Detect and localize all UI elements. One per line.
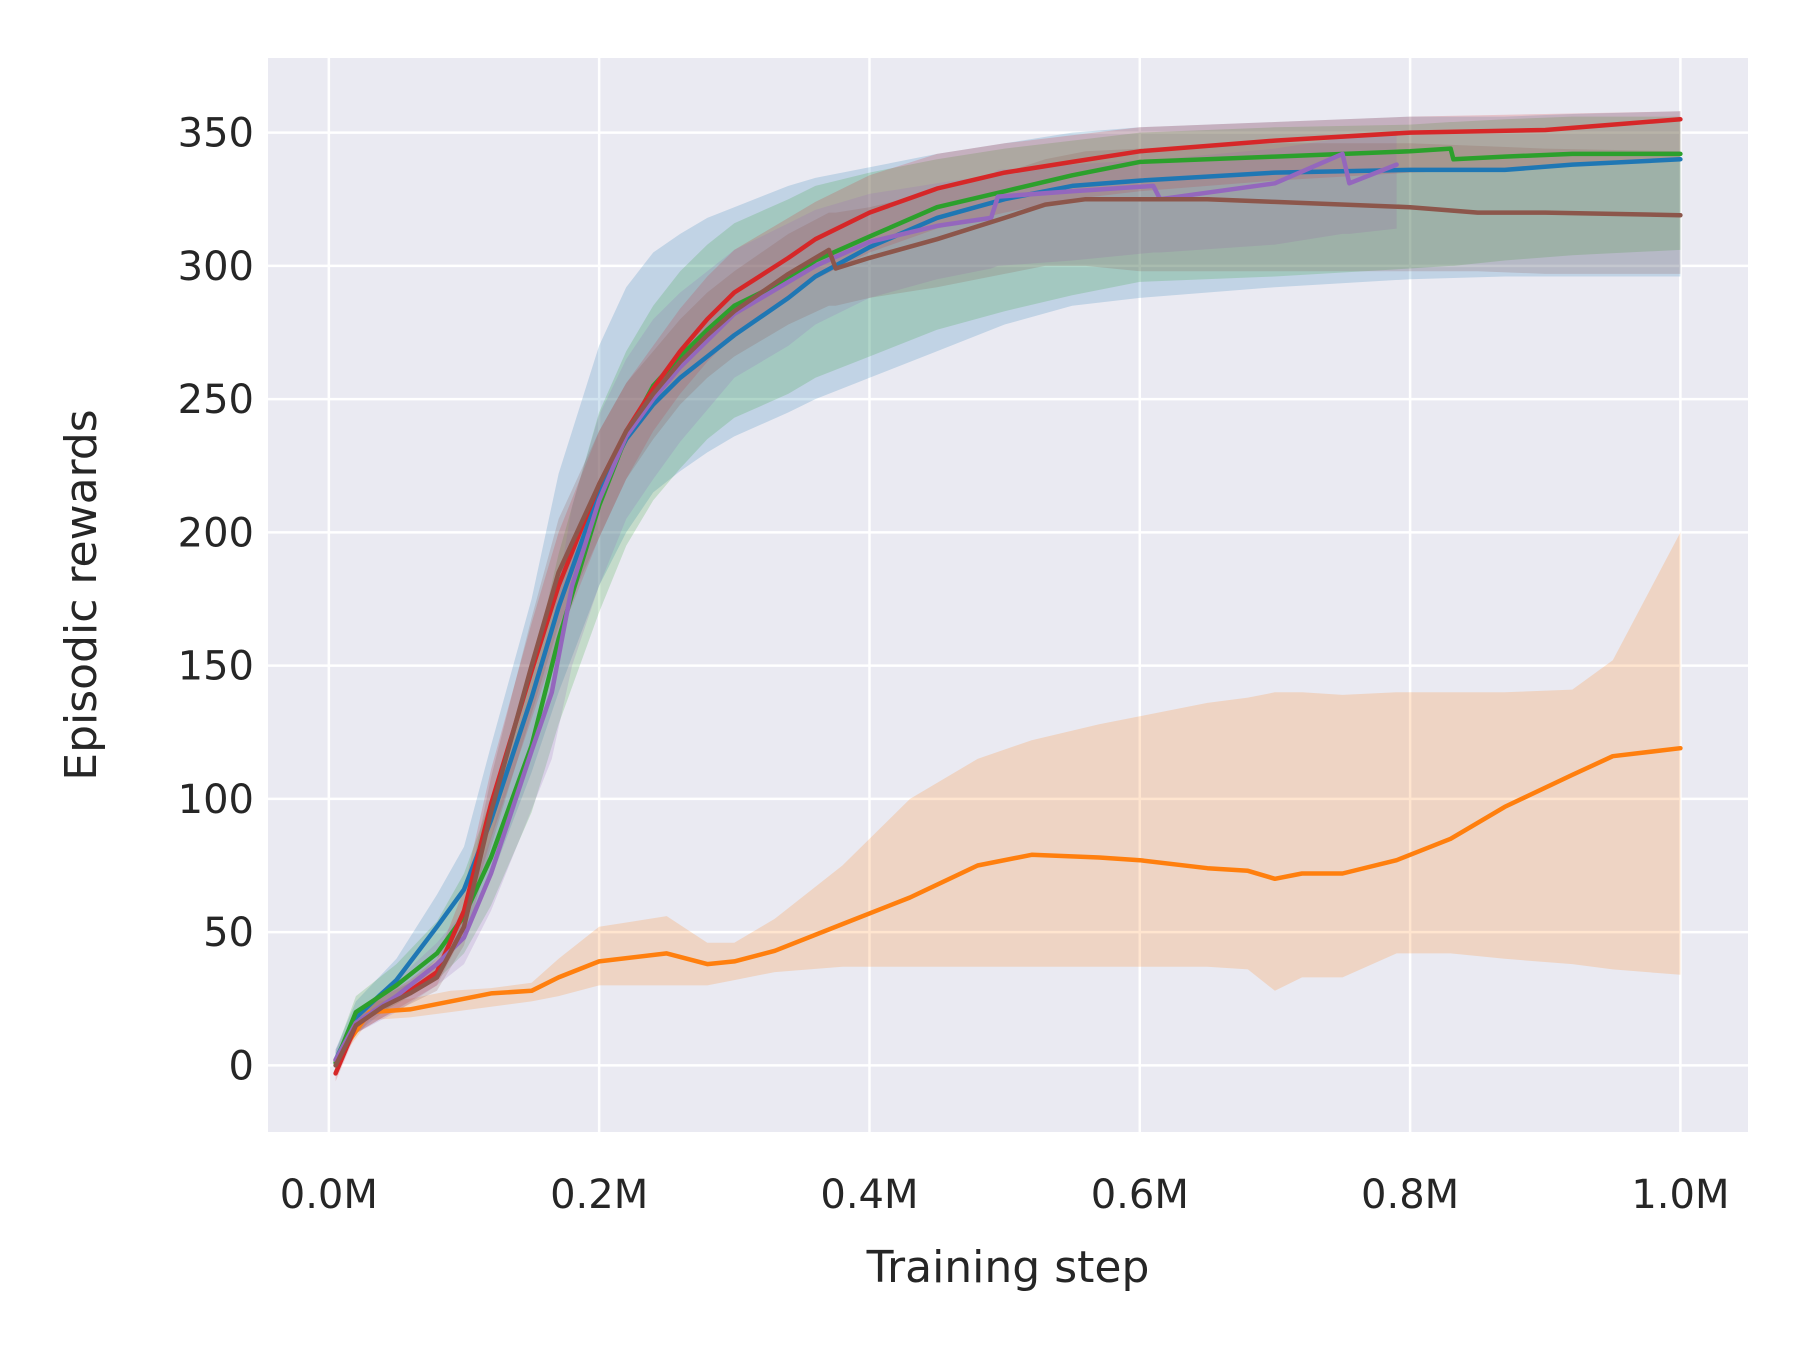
x-tick-label: 1.0M (1631, 1172, 1729, 1218)
band-green (335, 116, 1681, 1074)
y-tick-label: 250 (178, 377, 254, 423)
band-red (335, 111, 1681, 1082)
x-tick-label: 0.8M (1361, 1172, 1459, 1218)
x-tick-label: 0.6M (1091, 1172, 1189, 1218)
y-tick-label: 150 (178, 644, 254, 690)
y-axis-label: Episodic rewards (56, 409, 107, 780)
y-tick-label: 200 (178, 510, 254, 556)
band-purple (335, 132, 1397, 1071)
x-tick-label: 0.4M (820, 1172, 918, 1218)
y-tick-labels: 0 50 100 150 200 250 300 350 (178, 111, 254, 1090)
y-tick-label: 50 (203, 910, 254, 956)
x-tick-label: 0.2M (550, 1172, 648, 1218)
y-tick-label: 350 (178, 111, 254, 157)
line-brown (333, 196, 1683, 1068)
x-tick-label: 0.0M (280, 1172, 378, 1218)
series-lines (333, 117, 1683, 1076)
y-tick-label: 100 (178, 777, 254, 823)
x-axis-label: Training step (866, 1242, 1150, 1293)
line-purple (333, 151, 1399, 1063)
y-tick-label: 0 (229, 1043, 254, 1089)
line-blue (333, 157, 1683, 1063)
x-tick-labels: 0.0M 0.2M 0.4M 0.6M 0.8M 1.0M (280, 1172, 1730, 1218)
plot-background (268, 58, 1748, 1132)
line-orange (333, 745, 1683, 1063)
band-orange (335, 532, 1681, 1066)
y-tick-label: 300 (178, 244, 254, 290)
band-blue (335, 111, 1681, 1071)
